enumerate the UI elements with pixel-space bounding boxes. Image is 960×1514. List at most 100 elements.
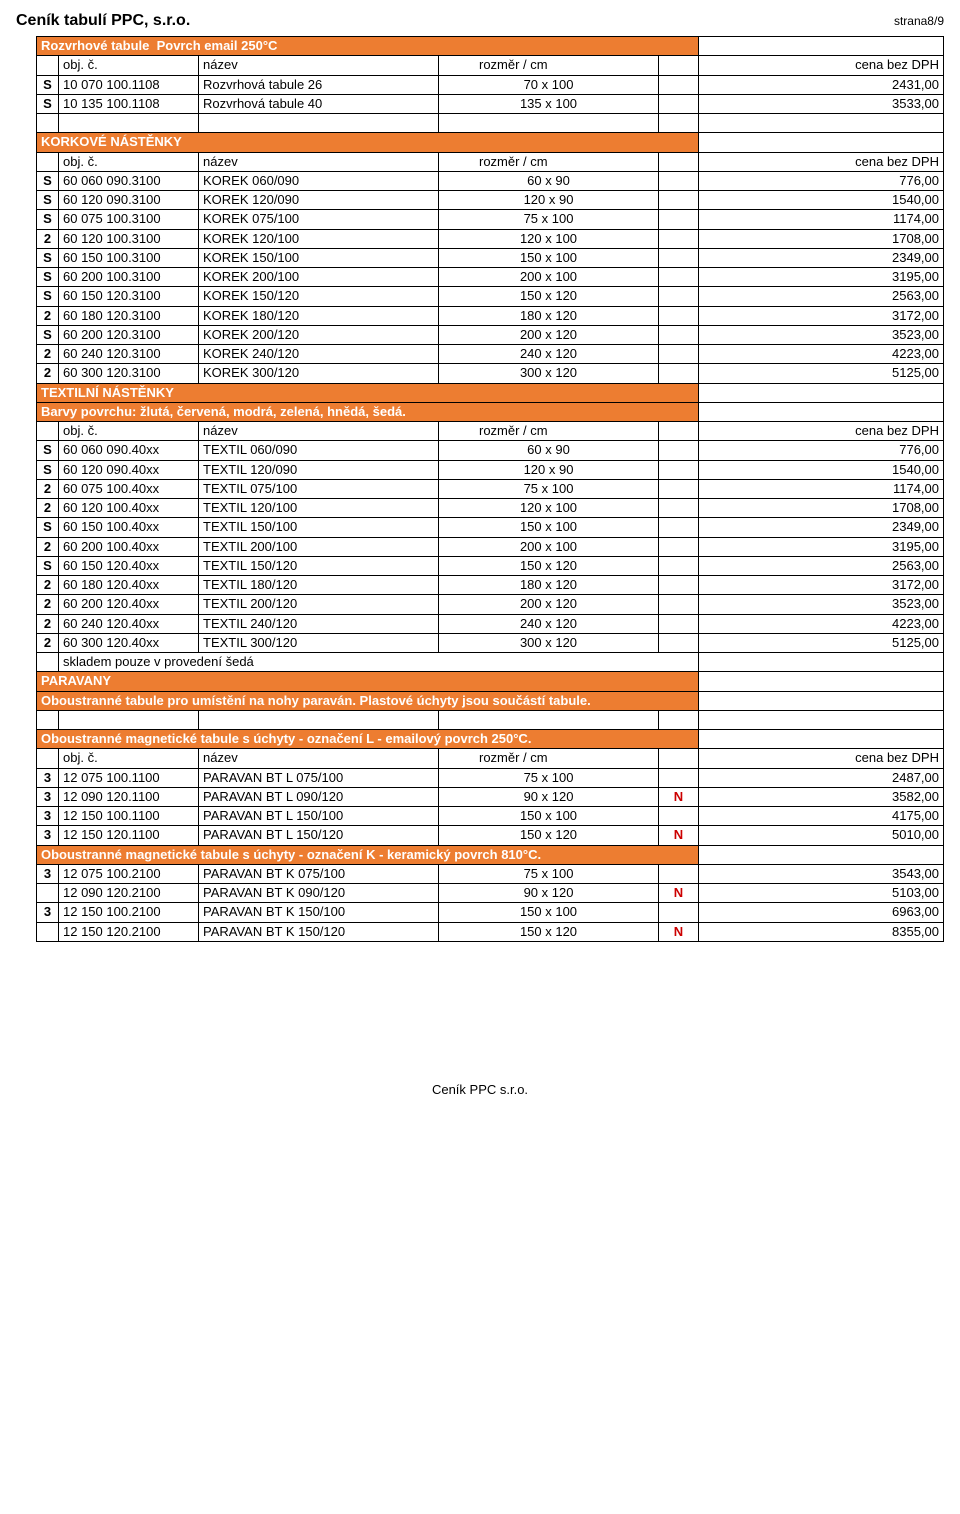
cell-code: 60 180 120.3100 bbox=[59, 306, 199, 325]
cell-flag: 3 bbox=[37, 903, 59, 922]
cell-code: 60 150 120.3100 bbox=[59, 287, 199, 306]
cell-n bbox=[659, 576, 699, 595]
cell-name: KOREK 200/100 bbox=[199, 268, 439, 287]
col-name: název bbox=[199, 56, 439, 75]
cell-flag: S bbox=[37, 518, 59, 537]
cell-flag: 2 bbox=[37, 306, 59, 325]
cell-n bbox=[659, 633, 699, 652]
cell-size: 90 x 120 bbox=[439, 787, 659, 806]
cell-flag: 2 bbox=[37, 576, 59, 595]
cell-code: 60 120 090.3100 bbox=[59, 191, 199, 210]
table-row: S10 070 100.1108Rozvrhová tabule 2670 x … bbox=[37, 75, 944, 94]
cell-n: N bbox=[659, 922, 699, 941]
column-header-row: obj. č.názevrozměr / cmcena bez DPH bbox=[37, 56, 944, 75]
cell-price: 1540,00 bbox=[699, 191, 944, 210]
cell-size: 150 x 120 bbox=[439, 922, 659, 941]
cell-name: TEXTIL 150/120 bbox=[199, 556, 439, 575]
cell-flag: 3 bbox=[37, 826, 59, 845]
cell-size: 200 x 120 bbox=[439, 325, 659, 344]
cell-n bbox=[659, 807, 699, 826]
cell-flag: S bbox=[37, 248, 59, 267]
table-row: S60 200 120.3100KOREK 200/120200 x 12035… bbox=[37, 325, 944, 344]
cell-code: 12 150 100.2100 bbox=[59, 903, 199, 922]
cell-code: 12 075 100.2100 bbox=[59, 864, 199, 883]
section-blank bbox=[699, 383, 944, 402]
cell-price: 4175,00 bbox=[699, 807, 944, 826]
cell-price: 6963,00 bbox=[699, 903, 944, 922]
cell-price: 2431,00 bbox=[699, 75, 944, 94]
section-header: KORKOVÉ NÁSTĚNKY bbox=[37, 133, 944, 152]
col-name: název bbox=[199, 422, 439, 441]
cell-size: 150 x 120 bbox=[439, 556, 659, 575]
blank bbox=[699, 402, 944, 421]
blank-cell bbox=[659, 710, 699, 729]
cell-n bbox=[659, 268, 699, 287]
section-blank bbox=[699, 672, 944, 691]
cell-size: 200 x 100 bbox=[439, 537, 659, 556]
cell-name: TEXTIL 240/120 bbox=[199, 614, 439, 633]
column-header-row: obj. č.názevrozměr / cmcena bez DPH bbox=[37, 422, 944, 441]
cell-size: 150 x 120 bbox=[439, 287, 659, 306]
table-row: 260 300 120.3100KOREK 300/120300 x 12051… bbox=[37, 364, 944, 383]
cell-n bbox=[659, 248, 699, 267]
cell-name: KOREK 200/120 bbox=[199, 325, 439, 344]
cell-n bbox=[659, 903, 699, 922]
cell-name: TEXTIL 120/100 bbox=[199, 499, 439, 518]
cell-n: N bbox=[659, 884, 699, 903]
cell-n bbox=[659, 94, 699, 113]
cell-flag: S bbox=[37, 210, 59, 229]
cell-size: 300 x 120 bbox=[439, 364, 659, 383]
cell-size: 150 x 100 bbox=[439, 248, 659, 267]
cell-price: 2487,00 bbox=[699, 768, 944, 787]
cell-flag: S bbox=[37, 287, 59, 306]
cell-size: 150 x 100 bbox=[439, 518, 659, 537]
cell-n bbox=[659, 518, 699, 537]
col-flag bbox=[37, 56, 59, 75]
cell-size: 200 x 120 bbox=[439, 595, 659, 614]
table-row: 260 200 120.40xxTEXTIL 200/120200 x 1203… bbox=[37, 595, 944, 614]
page-header: Ceník tabulí PPC, s.r.o. strana8/9 bbox=[16, 12, 944, 30]
cell-name: PARAVAN BT K 090/120 bbox=[199, 884, 439, 903]
table-row: S60 120 090.40xxTEXTIL 120/090120 x 9015… bbox=[37, 460, 944, 479]
cell-flag bbox=[37, 922, 59, 941]
table-row: 312 075 100.2100PARAVAN BT K 075/10075 x… bbox=[37, 864, 944, 883]
cell-size: 180 x 120 bbox=[439, 306, 659, 325]
col-price: cena bez DPH bbox=[699, 749, 944, 768]
cell-flag: S bbox=[37, 556, 59, 575]
cell-size: 75 x 100 bbox=[439, 210, 659, 229]
col-flag bbox=[37, 152, 59, 171]
table-row: 260 240 120.3100KOREK 240/120240 x 12042… bbox=[37, 345, 944, 364]
cell-flag: S bbox=[37, 441, 59, 460]
cell-n bbox=[659, 287, 699, 306]
section-subhead-cell: Oboustranné magnetické tabule s úchyty -… bbox=[37, 730, 699, 749]
col-price: cena bez DPH bbox=[699, 56, 944, 75]
table-row: S60 150 100.3100KOREK 150/100150 x 10023… bbox=[37, 248, 944, 267]
table-row: S60 150 120.40xxTEXTIL 150/120150 x 1202… bbox=[37, 556, 944, 575]
cell-price: 1708,00 bbox=[699, 499, 944, 518]
cell-n bbox=[659, 499, 699, 518]
cell-flag: 2 bbox=[37, 345, 59, 364]
price-table: Rozvrhové tabule Povrch email 250°Cobj. … bbox=[36, 36, 944, 942]
section-subhead: Oboustranné magnetické tabule s úchyty -… bbox=[37, 845, 944, 864]
cell-n bbox=[659, 864, 699, 883]
blank-cell bbox=[199, 710, 439, 729]
cell-name: KOREK 240/120 bbox=[199, 345, 439, 364]
table-row: 260 300 120.40xxTEXTIL 300/120300 x 1205… bbox=[37, 633, 944, 652]
col-name: název bbox=[199, 749, 439, 768]
cell-size: 120 x 100 bbox=[439, 499, 659, 518]
cell-price: 3533,00 bbox=[699, 94, 944, 113]
section-title-cell: PARAVANY bbox=[37, 672, 699, 691]
cell-size: 300 x 120 bbox=[439, 633, 659, 652]
cell-n bbox=[659, 614, 699, 633]
cell-price: 4223,00 bbox=[699, 614, 944, 633]
table-row: S60 200 100.3100KOREK 200/100200 x 10031… bbox=[37, 268, 944, 287]
cell-size: 75 x 100 bbox=[439, 768, 659, 787]
section-title-cell: TEXTILNÍ NÁSTĚNKY bbox=[37, 383, 699, 402]
cell-code: 60 300 120.3100 bbox=[59, 364, 199, 383]
cell-flag: S bbox=[37, 75, 59, 94]
section-title-cell: Rozvrhové tabule Povrch email 250°C bbox=[37, 37, 699, 56]
cell-price: 3523,00 bbox=[699, 325, 944, 344]
cell-n bbox=[659, 75, 699, 94]
cell-name: KOREK 150/120 bbox=[199, 287, 439, 306]
cell-flag: S bbox=[37, 171, 59, 190]
